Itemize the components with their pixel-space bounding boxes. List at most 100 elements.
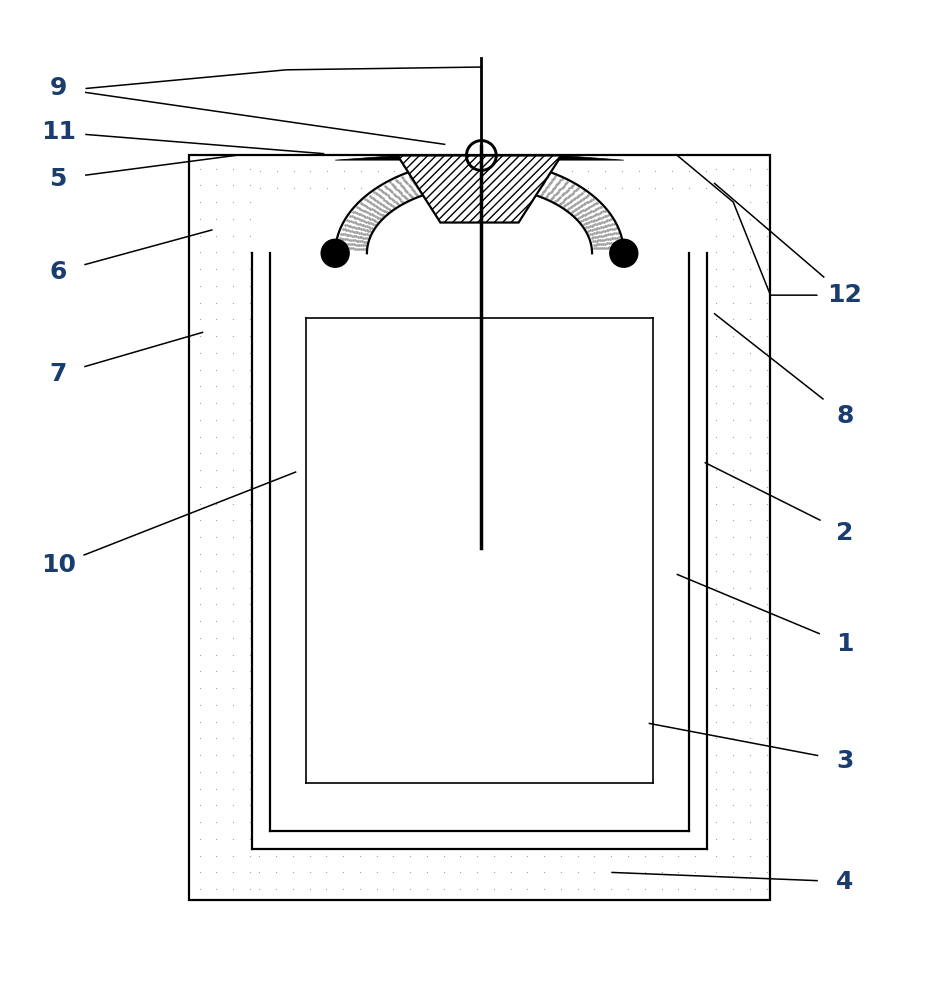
Point [226,278,241,294]
Point [251,881,266,897]
Point [243,161,258,177]
Point [569,848,584,864]
Point [285,848,300,864]
Point [192,680,207,696]
Point [243,613,258,629]
Point [708,797,723,813]
Point [192,244,207,260]
Point [742,663,757,679]
Point [708,362,723,378]
Point [251,864,266,880]
Point [192,378,207,394]
Text: 12: 12 [827,283,862,307]
Point [614,180,629,196]
Point [708,244,723,260]
Point [269,180,284,196]
Point [469,864,484,880]
Point [725,647,740,663]
Point [209,730,224,746]
Point [708,529,723,545]
Point [742,680,757,696]
Text: 4: 4 [835,870,852,894]
Text: 2: 2 [835,521,852,545]
Point [725,328,740,344]
Point [402,848,417,864]
Point [708,580,723,596]
Point [553,864,568,880]
Point [243,362,258,378]
Point [758,764,773,780]
Point [226,311,241,327]
Point [681,180,696,196]
Point [226,429,241,445]
Point [725,429,740,445]
Point [243,177,258,193]
Point [192,864,207,880]
Point [226,563,241,579]
Point [725,194,740,210]
Point [758,512,773,528]
Point [725,479,740,495]
Point [708,328,723,344]
Point [708,345,723,361]
Point [758,563,773,579]
Point [708,647,723,663]
Point [758,596,773,612]
Point [670,881,685,897]
Point [192,881,207,897]
Point [226,714,241,730]
Point [758,630,773,646]
Point [243,831,258,847]
Point [353,180,368,196]
Point [708,378,723,394]
Point [192,295,207,311]
Point [614,163,629,179]
Point [620,864,635,880]
Point [209,546,224,562]
Point [226,546,241,562]
Point [586,848,601,864]
Point [708,630,723,646]
Point [758,261,773,277]
Point [758,680,773,696]
Point [192,546,207,562]
Point [708,730,723,746]
Point [209,261,224,277]
Point [192,278,207,294]
Point [336,180,351,196]
Point [742,412,757,428]
Point [243,546,258,562]
Point [435,848,450,864]
Point [636,848,651,864]
Text: 10: 10 [41,553,76,577]
Point [502,848,517,864]
Point [742,445,757,461]
Point [352,848,367,864]
Point [758,613,773,629]
Point [226,244,241,260]
Point [742,228,757,244]
Point [758,714,773,730]
Point [209,228,224,244]
Point [226,613,241,629]
Point [243,328,258,344]
Point [536,848,551,864]
Point [192,311,207,327]
Point [742,714,757,730]
Point [243,563,258,579]
Point [708,563,723,579]
Point [243,429,258,445]
Point [725,462,740,478]
Point [252,163,267,179]
Point [708,881,723,897]
Point [209,747,224,763]
Point [243,261,258,277]
Point [725,512,740,528]
Point [419,881,434,897]
Point [725,881,740,897]
Point [226,161,241,177]
Point [192,194,207,210]
Point [708,295,723,311]
Point [209,395,224,411]
Text: 7: 7 [49,362,67,386]
